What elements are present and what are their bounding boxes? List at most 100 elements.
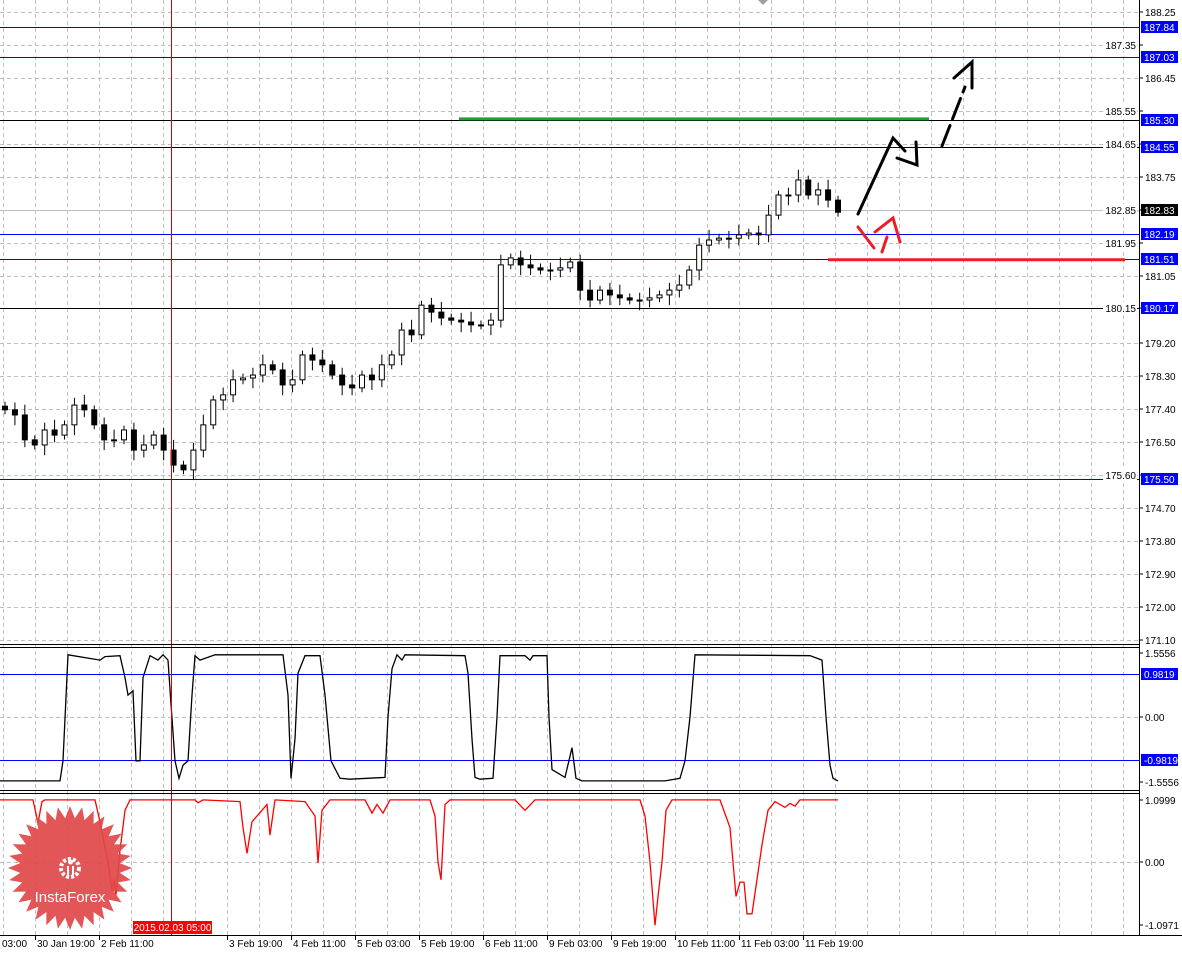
shift-marker-icon[interactable] [758,0,768,5]
price-tick-label: 184.65 [1105,140,1136,151]
candle-bull [547,269,554,272]
price-axis: 188.25 187.35 186.45 185.55 184.65 183.75 182.… [1103,8,1179,932]
time-tick-label: 10 Feb 11:00 [677,939,736,950]
candle-bear [368,374,375,381]
candle-bear [160,434,167,451]
price-tick-label: 176.50 [1145,438,1176,449]
candle-bear [21,414,28,441]
candle-bear [279,369,286,386]
candle-bull [289,379,296,386]
candle-bear [408,329,415,336]
candle-bull [121,429,127,441]
candle-bear [468,321,475,326]
price-tick-label: 173.80 [1145,537,1176,548]
current-price-label: 182.83 [1144,206,1175,217]
candle-bear [101,424,108,441]
candle-bear [180,464,187,471]
candle-bull [190,449,197,471]
candle-bear [319,359,326,366]
candle-bull [359,374,365,389]
candle-bear [91,409,98,426]
time-tick-label: 2 Feb 11:00 [101,939,154,950]
candle-bull [686,269,693,286]
candle-bear [309,354,316,361]
candle-bull [676,284,683,291]
candle-bull [230,379,237,396]
level-price-label: 184.55 [1144,143,1175,154]
candle-bull [656,294,663,299]
price-tick-label: 187.35 [1105,41,1136,52]
candle-bull [567,261,574,269]
candle-bear [825,189,832,201]
candle-bear [81,404,88,411]
candle-bull [111,439,118,442]
time-tick-label: 30 Jan 19:00 [37,939,95,950]
candle-bull [716,237,722,241]
price-tick-label: 181.95 [1105,239,1136,250]
level-price-label: 182.19 [1144,230,1175,241]
candle-bear [269,364,276,371]
candle-bull [815,189,822,196]
price-tick-label: 172.00 [1145,603,1176,614]
candle-bull [795,179,802,196]
price-tick-label: 186.45 [1145,74,1176,85]
price-tick-label: 174.70 [1145,504,1176,515]
logo-text: InstaForex [35,889,106,906]
osc2-tick-label: 0.00 [1145,858,1165,869]
candle-bull [478,324,484,327]
level-price-label-box [1141,141,1178,153]
time-tick-label: 03:00 [2,939,27,950]
candle-bear [339,374,346,386]
bounce-arrow-red [856,225,876,250]
candle-bull [745,232,752,236]
candle-bear [428,304,435,313]
candle-bull [299,354,306,381]
candle-bear [448,317,455,321]
candle-bull [240,377,246,381]
oscillators [0,653,1139,926]
grid [0,0,1139,935]
candle-bull [765,214,772,236]
price-tick-label-backing [1103,237,1137,249]
time-tick-label: 11 Feb 03:00 [741,939,800,950]
gear-person-icon [59,857,81,879]
candle-bull [696,244,703,271]
candle-bull [507,257,514,266]
price-tick-label-backing [1103,204,1137,216]
candle-bull [210,399,217,426]
candle-bull [200,424,207,451]
candle-bull [497,264,504,321]
candle-bear [527,264,534,269]
current-price-label-box [1141,204,1178,216]
instaforex-logo: InstaForex [8,806,132,930]
candle-bear [616,294,623,299]
bounce-arrow-red [880,235,889,254]
candle-bear [458,319,465,323]
level-price-label-box [1141,114,1178,126]
candle-bear [438,311,445,319]
level-price-label-box [1141,302,1178,314]
candle-bull [775,194,782,216]
crosshair-date-label: 2015.02.03 05:00 [133,921,212,934]
candle-bull [259,364,266,376]
bounce-arrowhead-red [873,215,902,244]
time-axis: 03:00 30 Jan 19:00 2 Feb 11:00 3 Feb 19:00 4… [2,935,864,950]
time-tick-label: 3 Feb 19:00 [229,939,283,950]
forecast-arrowhead-dashed [952,58,974,90]
candle-bear [31,439,38,446]
price-tick-label: 175.60 [1105,471,1136,482]
osc1-level-label: -0.9819 [1144,756,1178,767]
candle-bear [606,289,613,296]
crosshair-date-text: 2015.02.03 05:00 [134,923,212,934]
candle-bear [2,405,8,411]
price-tick-label-backing [1103,469,1137,481]
level-price-label: 185.30 [1144,116,1175,127]
candle-bull [41,429,48,446]
candle-bull [735,234,742,239]
candle-bear [51,429,58,436]
candle-bull [666,289,673,296]
candle-bull [220,394,227,401]
osc2-tick-label: -1.0971 [1145,921,1179,932]
level-price-label: 175.50 [1144,475,1175,486]
